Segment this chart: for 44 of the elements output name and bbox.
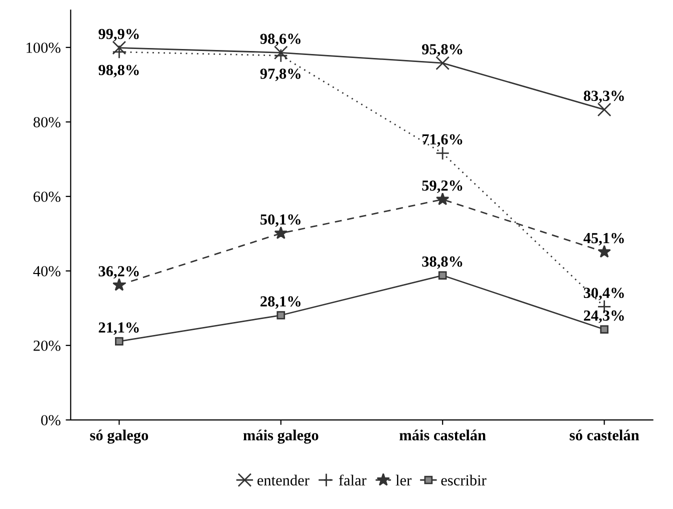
point <box>438 271 447 280</box>
point <box>436 146 450 160</box>
point <box>597 102 612 117</box>
y-tick-label: 60% <box>34 192 60 202</box>
point <box>600 325 608 334</box>
point <box>274 48 288 63</box>
data-label: 98,6% <box>260 34 300 46</box>
x-tick-label: máis galego <box>243 430 318 444</box>
legend-label: entender <box>257 474 310 486</box>
data-label: 95,8% <box>422 44 462 57</box>
point <box>274 226 288 240</box>
data-label: 59,2% <box>422 180 462 193</box>
point <box>112 40 126 55</box>
data-label: 24,3% <box>584 310 624 323</box>
data-label: 83,3% <box>584 90 624 104</box>
point <box>112 278 126 291</box>
data-label: 97,8% <box>260 68 300 82</box>
point <box>276 311 286 320</box>
point <box>115 337 124 346</box>
x-tick-label: só galego <box>90 430 148 444</box>
data-label: 50,1% <box>260 214 300 227</box>
y-tick-label: 100% <box>26 42 60 53</box>
data-label: 30,4% <box>584 288 624 300</box>
point <box>598 244 611 258</box>
legend-label: ler <box>396 474 412 486</box>
data-label: 45,1% <box>584 232 624 246</box>
point <box>436 192 450 206</box>
legend-label: escribir <box>441 474 486 486</box>
legend-label: falar <box>338 474 366 486</box>
data-label: 98,8% <box>98 64 139 78</box>
data-label: 28,1% <box>260 296 300 309</box>
y-tick-label: 80% <box>34 117 60 128</box>
y-tick-label: 0% <box>41 415 60 426</box>
x-tick-label: máis castelán <box>400 430 486 440</box>
point <box>436 56 450 70</box>
data-label: 36,2% <box>98 266 139 279</box>
point <box>274 46 288 60</box>
y-tick-label: 40% <box>33 266 60 276</box>
data-label: 21,1% <box>98 322 139 335</box>
x-tick-label: só castelán <box>570 430 640 440</box>
data-label: 99,9% <box>98 28 139 42</box>
data-label: 38,8% <box>422 256 462 269</box>
y-tick-label: 20% <box>34 340 60 351</box>
data-label: 71,6% <box>422 134 462 147</box>
